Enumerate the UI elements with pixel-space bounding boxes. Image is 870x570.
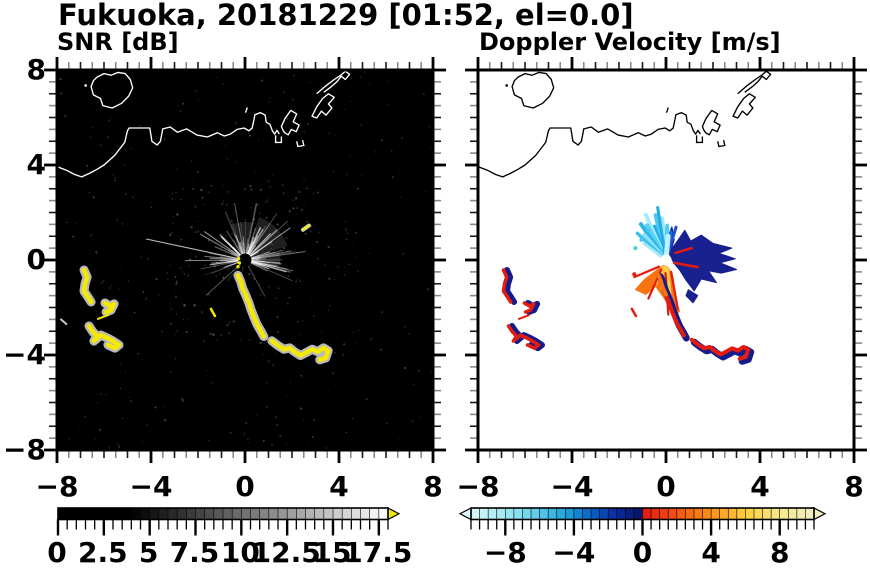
snr-x-tick-label: 8 bbox=[423, 470, 443, 503]
snr-colorbar-label: 10 bbox=[220, 536, 260, 569]
doppler-x-tick-label: 0 bbox=[656, 470, 676, 503]
y-tick-label: 0 bbox=[26, 243, 46, 276]
doppler-colorbar bbox=[458, 507, 827, 536]
figure-title: Fukuoka, 20181229 [01:52, el=0.0] bbox=[58, 0, 634, 32]
doppler-colorbar-label: −4 bbox=[552, 536, 596, 569]
snr-colorbar-label: 12.5 bbox=[251, 536, 321, 569]
snr-colorbar-label: 17.5 bbox=[343, 536, 413, 569]
snr-x-tick-label: −8 bbox=[35, 470, 79, 503]
snr-x-tick-label: 0 bbox=[235, 470, 255, 503]
snr-map bbox=[44, 57, 446, 463]
snr-colorbar-label: 7.5 bbox=[169, 536, 220, 569]
y-tick-label: −4 bbox=[3, 338, 46, 371]
doppler-colorbar-label: 4 bbox=[701, 536, 721, 569]
snr-colorbar-label: 0 bbox=[47, 536, 67, 569]
snr-x-tick-label: 4 bbox=[329, 470, 349, 503]
doppler-panel-title: Doppler Velocity [m/s] bbox=[479, 28, 781, 56]
snr-colorbar-label: 5 bbox=[138, 536, 159, 569]
doppler-x-tick-label: −8 bbox=[456, 470, 500, 503]
snr-colorbar-label: 2.5 bbox=[78, 536, 128, 569]
doppler-map bbox=[465, 57, 867, 463]
y-tick-label: 8 bbox=[26, 53, 46, 86]
snr-x-tick-label: −4 bbox=[129, 470, 173, 503]
doppler-colorbar-label: −8 bbox=[483, 536, 527, 569]
doppler-x-tick-label: 4 bbox=[750, 470, 770, 503]
snr-colorbar bbox=[56, 507, 401, 536]
doppler-colorbar-label: 8 bbox=[769, 536, 790, 569]
snr-colorbar-label: 15 bbox=[312, 536, 352, 569]
snr-panel-title: SNR [dB] bbox=[57, 28, 179, 56]
doppler-colorbar-label: 0 bbox=[632, 536, 653, 569]
y-tick-label: 4 bbox=[26, 148, 46, 181]
doppler-x-tick-label: 8 bbox=[844, 470, 864, 503]
y-tick-label: −8 bbox=[3, 433, 46, 466]
doppler-x-tick-label: −4 bbox=[550, 470, 594, 503]
